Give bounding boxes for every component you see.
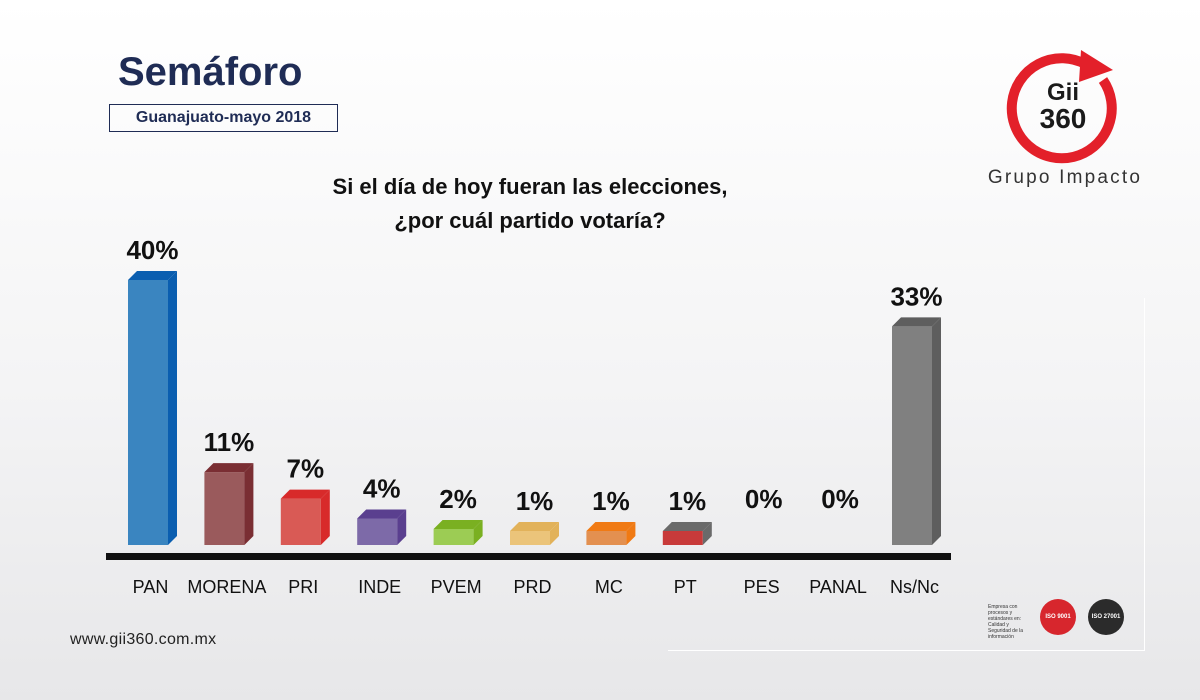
category-label: PES: [744, 577, 780, 597]
data-label: 1%: [516, 486, 554, 516]
category-label: Ns/Nc: [890, 577, 939, 597]
data-label: 4%: [363, 474, 401, 504]
question-line-1: Si el día de hoy fueran las elecciones,: [332, 174, 728, 199]
bar-prd: [510, 531, 550, 545]
data-label: 11%: [204, 427, 255, 457]
bar-pt: [662, 531, 703, 545]
data-label: 7%: [287, 454, 325, 484]
category-label: PAN: [133, 577, 169, 597]
bar-side: [244, 463, 254, 545]
frame-line-bottom: [668, 650, 1145, 651]
bar-mc: [586, 531, 627, 545]
data-label: 40%: [126, 235, 178, 265]
data-label: 1%: [592, 486, 630, 516]
iso-27001-badge: ISO 27001: [1088, 599, 1124, 635]
bar-side: [702, 522, 712, 545]
bar-top: [586, 522, 636, 531]
iso-9001-badge: ISO 9001: [1040, 599, 1076, 635]
logo-text-gii: Gii: [1047, 79, 1079, 106]
logo-tagline: Grupo Impacto: [987, 167, 1143, 188]
category-label: PRD: [513, 577, 551, 597]
category-label: PVEM: [431, 577, 482, 597]
bar-inde: [357, 518, 398, 545]
bar-top: [357, 509, 407, 519]
category-label: PRI: [288, 577, 318, 597]
bar-side: [626, 522, 636, 545]
bar-top: [892, 317, 941, 327]
logo-ring-icon: [1006, 53, 1117, 164]
x-axis-baseline: [106, 553, 951, 560]
bar-top: [433, 520, 483, 529]
bar-side: [168, 271, 177, 545]
logo-arrow-icon: [1079, 50, 1113, 82]
frame-line-right: [1144, 298, 1145, 650]
data-label: 2%: [439, 484, 477, 514]
bar-top: [280, 489, 330, 499]
bar-side: [932, 317, 941, 545]
data-label: 0%: [821, 484, 859, 514]
gii360-logo: Gii 360: [1006, 50, 1117, 164]
bar-pan: [128, 280, 168, 545]
category-label: INDE: [358, 577, 401, 597]
page-title: Semáforo: [118, 50, 303, 94]
category-label: PT: [674, 577, 697, 597]
category-label: MC: [595, 577, 623, 597]
bar-side: [550, 522, 559, 545]
bar-pvem: [433, 529, 474, 545]
bar-side: [397, 509, 407, 545]
question-line-2: ¿por cuál partido votaría?: [394, 208, 666, 233]
cert-caption: Empresa con procesos y estándares en: Ca…: [988, 604, 1024, 640]
data-label: 33%: [890, 281, 942, 311]
question-text: Si el día de hoy fueran las elecciones, …: [270, 170, 790, 238]
bar-side: [320, 489, 330, 545]
subtitle-box: Guanajuato-mayo 2018: [109, 104, 338, 132]
category-label: PANAL: [809, 577, 867, 597]
bar-side: [473, 520, 483, 545]
bar-top: [662, 522, 712, 531]
bar-nsnc: [892, 326, 932, 545]
data-label: 0%: [745, 484, 783, 514]
bar-morena: [204, 472, 245, 545]
data-label: 1%: [669, 486, 707, 516]
bar-pri: [280, 498, 321, 545]
certifications: Empresa con procesos y estándares en: Ca…: [988, 596, 1130, 640]
bar-top: [128, 271, 177, 280]
category-label: MORENA: [187, 577, 266, 597]
logo-text-360: 360: [1040, 103, 1087, 134]
bar-top: [204, 463, 254, 473]
website-url[interactable]: www.gii360.com.mx: [70, 631, 217, 648]
bar-top: [510, 522, 559, 531]
